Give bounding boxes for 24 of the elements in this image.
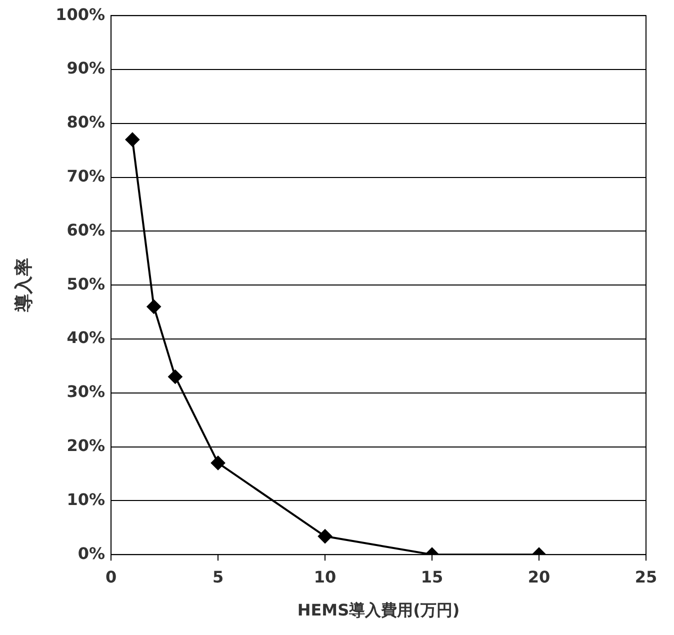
point <box>146 300 161 314</box>
x-tick-label: 25 <box>634 567 658 586</box>
y-tick-label: 40% <box>66 328 106 348</box>
point <box>125 132 140 147</box>
y-tick-label: 100% <box>56 4 106 24</box>
x-tick-label: 10 <box>314 567 336 586</box>
x-tick-label: 0 <box>105 567 117 586</box>
x-tick-label: 20 <box>528 567 550 586</box>
y-tick-label: 90% <box>66 58 106 78</box>
y-tick-label: 70% <box>66 166 106 186</box>
y-tick-label: 60% <box>66 220 106 240</box>
x-axis-title: HEMS導入費用(万円) <box>297 600 460 620</box>
x-tick-label: 15 <box>420 567 444 586</box>
x-tick-label: 5 <box>212 567 224 586</box>
y-tick-label: 80% <box>66 112 106 132</box>
point <box>318 529 332 544</box>
y-tick-label: 10% <box>66 490 106 509</box>
y-tick-label: 20% <box>66 436 106 455</box>
y-tick-label: 50% <box>66 274 106 294</box>
point <box>211 456 226 470</box>
y-tick-label: 0% <box>78 544 106 563</box>
y-tick-label: 30% <box>66 382 106 402</box>
point <box>168 370 182 384</box>
y-axis-title: 導入率 <box>13 258 34 314</box>
